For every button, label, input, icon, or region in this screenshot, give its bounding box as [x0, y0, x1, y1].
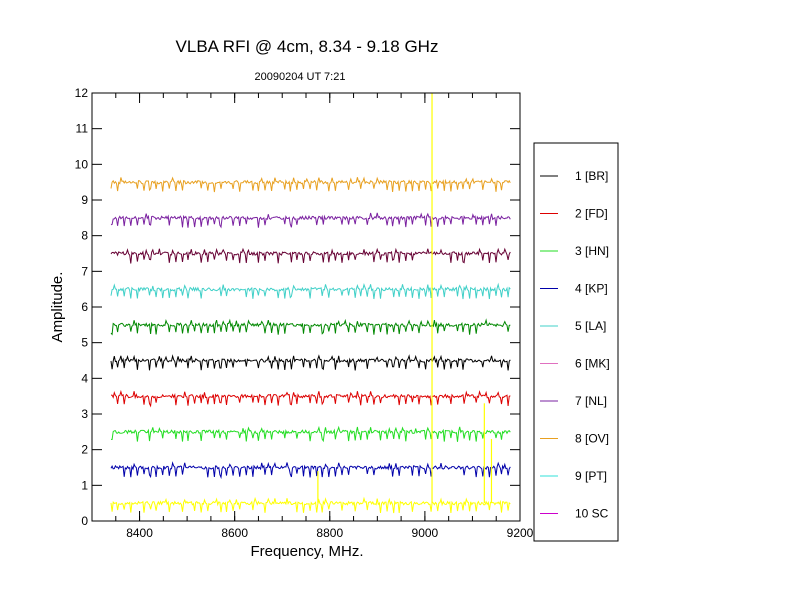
legend-label: 4 [KP] — [575, 282, 608, 296]
series-trace — [110, 425, 511, 443]
y-tick-label: 1 — [81, 478, 88, 492]
legend-label: 2 [FD] — [575, 207, 608, 221]
legend-box — [533, 142, 619, 542]
y-tick-label: 8 — [81, 229, 88, 243]
series-trace — [110, 212, 511, 229]
y-tick-label: 11 — [76, 122, 89, 136]
x-tick-label: 9000 — [412, 526, 439, 540]
chart-subtitle: 20090204 UT 7:21 — [255, 71, 346, 83]
series-trace — [110, 282, 511, 300]
y-tick-label: 2 — [81, 443, 88, 457]
series-trace — [110, 318, 511, 336]
legend-label: 7 [NL] — [575, 394, 607, 408]
series-trace — [110, 176, 511, 193]
legend-label: 10 SC — [575, 507, 609, 521]
y-tick-label: 3 — [81, 407, 88, 421]
x-tick-label: 9200 — [507, 526, 534, 540]
series-trace — [110, 461, 511, 480]
legend-label: 1 [BR] — [575, 169, 608, 183]
y-tick-label: 7 — [81, 264, 88, 278]
plot-spikes — [317, 93, 493, 504]
y-tick-label: 9 — [81, 193, 88, 207]
series-trace — [110, 354, 511, 371]
x-tick-label: 8600 — [221, 526, 248, 540]
series-trace — [110, 389, 511, 408]
x-axis-label: Frequency, MHz. — [250, 543, 363, 560]
y-tick-label: 0 — [81, 514, 88, 528]
legend-label: 8 [OV] — [575, 432, 609, 446]
chart-title: VLBA RFI @ 4cm, 8.34 - 9.18 GHz — [176, 37, 439, 56]
y-axis-label: Amplitude. — [49, 272, 66, 343]
legend-label: 6 [MK] — [575, 357, 610, 371]
y-tick-label: 12 — [75, 86, 89, 100]
y-tick-label: 10 — [75, 157, 89, 171]
y-tick-label: 4 — [81, 371, 88, 385]
legend-label: 3 [HN] — [575, 244, 609, 258]
legend: 1 [BR] 2 [FD] 3 [HN] 4 [KP] 5 [LA] 6 [MK] 7 [N… — [540, 169, 610, 521]
plot-traces — [110, 176, 511, 514]
y-tick-label: 6 — [81, 300, 88, 314]
x-tick-label: 8400 — [126, 526, 153, 540]
y-tick-label: 5 — [81, 336, 88, 350]
series-trace — [110, 496, 511, 514]
series-trace — [110, 247, 511, 264]
plot-frame — [91, 92, 521, 522]
x-tick-label: 8800 — [316, 526, 343, 540]
legend-label: 5 [LA] — [575, 319, 606, 333]
legend-label: 9 [PT] — [575, 469, 607, 483]
